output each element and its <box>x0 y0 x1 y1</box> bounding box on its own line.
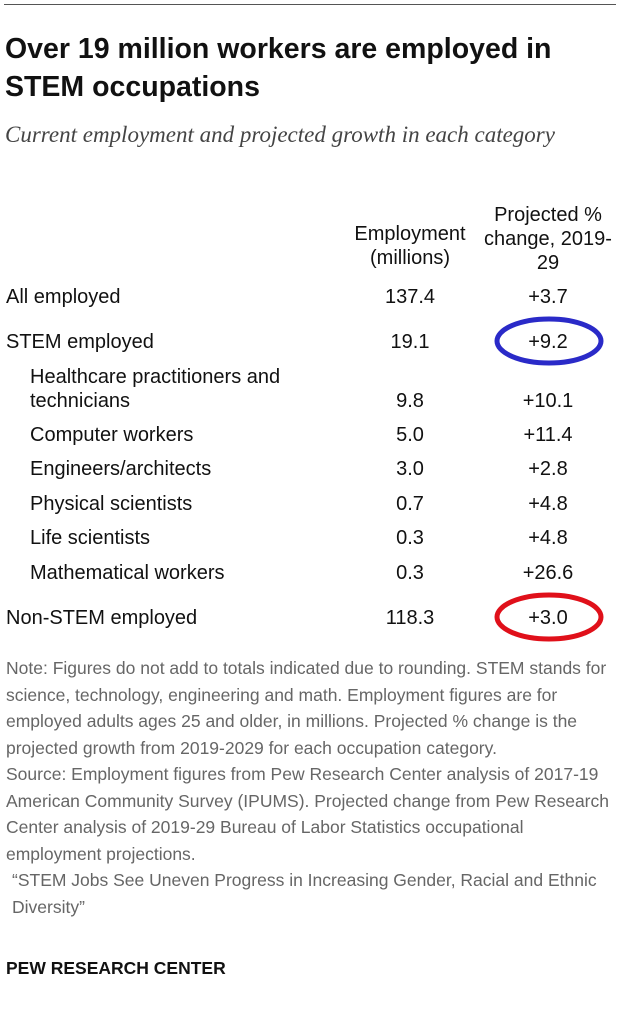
subtitle: Current employment and projected growth … <box>5 122 555 147</box>
row-label: Engineers/architects <box>30 458 212 480</box>
change-cell: +3.0 <box>528 607 568 629</box>
row-label: Mathematical workers <box>30 562 225 584</box>
blue-circle <box>494 316 604 366</box>
note: Note: Figures do not add to totals indic… <box>6 658 607 758</box>
change-cell: +2.8 <box>528 458 568 480</box>
change-cell: +11.4 <box>523 424 573 446</box>
row-label: Computer workers <box>30 424 194 446</box>
employment-cell: 0.3 <box>396 562 424 584</box>
change-cell: +26.6 <box>522 562 574 584</box>
notes: Note: Figures do not add to totals indic… <box>6 655 612 920</box>
footer: PEW RESEARCH CENTER <box>6 958 226 978</box>
change-cell: +3.7 <box>528 286 568 308</box>
top-rule <box>4 4 616 5</box>
change-cell: +10.1 <box>522 390 574 412</box>
employment-cell: 19.1 <box>390 331 430 353</box>
employment-cell: 3.0 <box>396 458 424 480</box>
row-label: Healthcare practitioners and technicians <box>30 366 281 412</box>
employment-cell: 0.7 <box>396 493 424 515</box>
column-header: Projected % change, 2019-29 <box>484 204 612 274</box>
row-label: Life scientists <box>30 527 151 549</box>
row-label: STEM employed <box>6 331 154 353</box>
employment-cell: 0.3 <box>396 527 424 549</box>
citation: “STEM Jobs See Uneven Progress in Increa… <box>12 870 597 917</box>
title: Over 19 million workers are employed in … <box>5 33 552 103</box>
change-cell: +4.8 <box>528 493 568 515</box>
row-label: Non-STEM employed <box>6 607 198 629</box>
employment-cell: 118.3 <box>385 607 435 629</box>
row-label: Physical scientists <box>30 493 193 515</box>
change-cell: +9.2 <box>528 331 568 353</box>
source: Source: Employment figures from Pew Rese… <box>6 764 609 864</box>
row-label: All employed <box>6 286 121 308</box>
change-cell: +4.8 <box>528 527 568 549</box>
employment-cell: 5.0 <box>396 424 424 446</box>
employment-cell: 9.8 <box>396 390 424 412</box>
employment-cell: 137.4 <box>384 286 436 308</box>
red-circle <box>494 592 604 642</box>
column-header: Employment (millions) <box>354 223 466 269</box>
